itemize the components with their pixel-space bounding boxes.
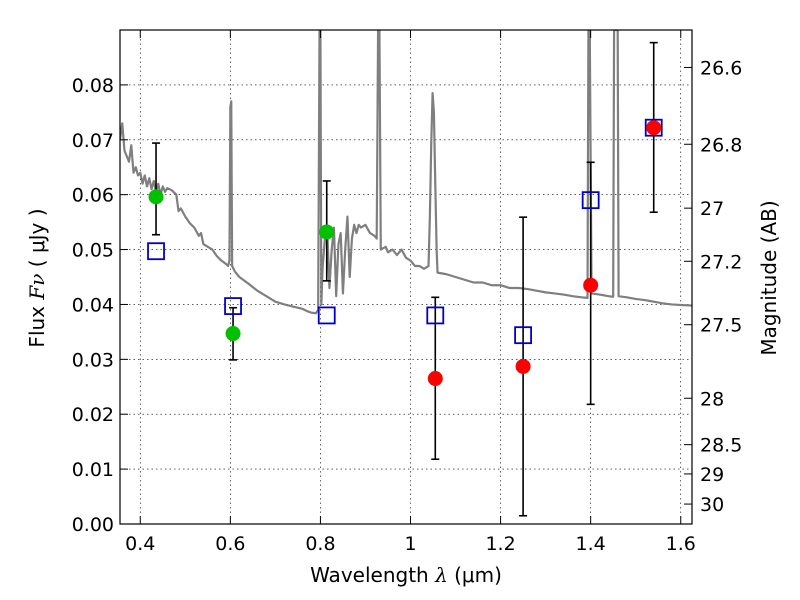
model-square-point	[581, 191, 600, 210]
x-tick-label: 1.4	[576, 533, 606, 555]
y2-tick-label: 27.2	[700, 251, 742, 273]
grid-lines	[120, 30, 692, 524]
x-tick-labels: 0.4 0.6 0.8 1 1.2 1.4 1.6	[125, 533, 696, 555]
observed-flux-point	[319, 224, 335, 240]
observed-flux-point	[148, 189, 164, 205]
model-square-point	[514, 326, 533, 345]
y-tick-label: 0.01	[72, 459, 114, 481]
y2-tick-label: 26.8	[700, 134, 742, 156]
y-tick-labels: 0.00 0.01 0.02 0.03 0.04 0.05 0.06 0.07 0.08	[72, 75, 114, 536]
tick-marks	[120, 30, 692, 525]
x-axis-symbol: λ	[434, 563, 448, 587]
model-spectrum-layer	[120, 30, 692, 315]
model-square-point	[426, 306, 445, 325]
y2-tick-label: 27.5	[700, 315, 742, 337]
data-point-layer	[147, 118, 663, 387]
observed-flux-point	[225, 326, 241, 342]
y-tick-label: 0.04	[72, 294, 114, 316]
y2-tick-labels: 26.6 26.8 27 27.2 27.5 28 28.5 29 30	[700, 57, 742, 516]
plot-frame	[119, 29, 693, 525]
model-square-point	[644, 118, 663, 137]
y2-tick-label: 28	[700, 388, 724, 410]
errorbar-layer	[152, 41, 658, 517]
x-tick-label: 0.8	[305, 533, 335, 555]
y-axis-label: Flux Fν ( μJy )	[25, 208, 49, 347]
model-spectrum-line	[120, 30, 692, 315]
y2-axis-label: Magnitude (AB)	[757, 200, 781, 355]
observed-flux-point	[646, 120, 662, 136]
y-axis-symbol: Fν	[25, 274, 49, 301]
y2-tick-label: 28.5	[700, 435, 742, 457]
model-square-point	[224, 297, 242, 315]
model-square-point	[317, 306, 336, 325]
x-tick-label: 1.2	[485, 533, 515, 555]
y-tick-label: 0.03	[72, 349, 114, 371]
y2-tick-label: 29	[700, 464, 724, 486]
y2-tick-label: 30	[700, 494, 724, 516]
y-tick-label: 0.08	[72, 75, 114, 97]
y-tick-label: 0.02	[72, 404, 114, 426]
y2-tick-label: 26.6	[700, 57, 742, 79]
x-axis-label: Wavelength λ (μm)	[310, 563, 502, 587]
x-tick-label: 1	[404, 533, 416, 555]
observed-flux-point	[427, 371, 443, 387]
y2-tick-label: 27	[700, 198, 724, 220]
observed-flux-point	[583, 277, 599, 293]
y-tick-label: 0.00	[72, 514, 114, 536]
x-tick-label: 1.6	[666, 533, 696, 555]
y-tick-label: 0.07	[72, 130, 114, 152]
model-square-point	[147, 242, 165, 261]
y-tick-label: 0.05	[72, 240, 114, 262]
x-tick-label: 0.6	[215, 533, 245, 555]
x-tick-label: 0.4	[125, 533, 155, 555]
y-tick-label: 0.06	[72, 185, 114, 207]
observed-flux-point	[515, 358, 531, 374]
